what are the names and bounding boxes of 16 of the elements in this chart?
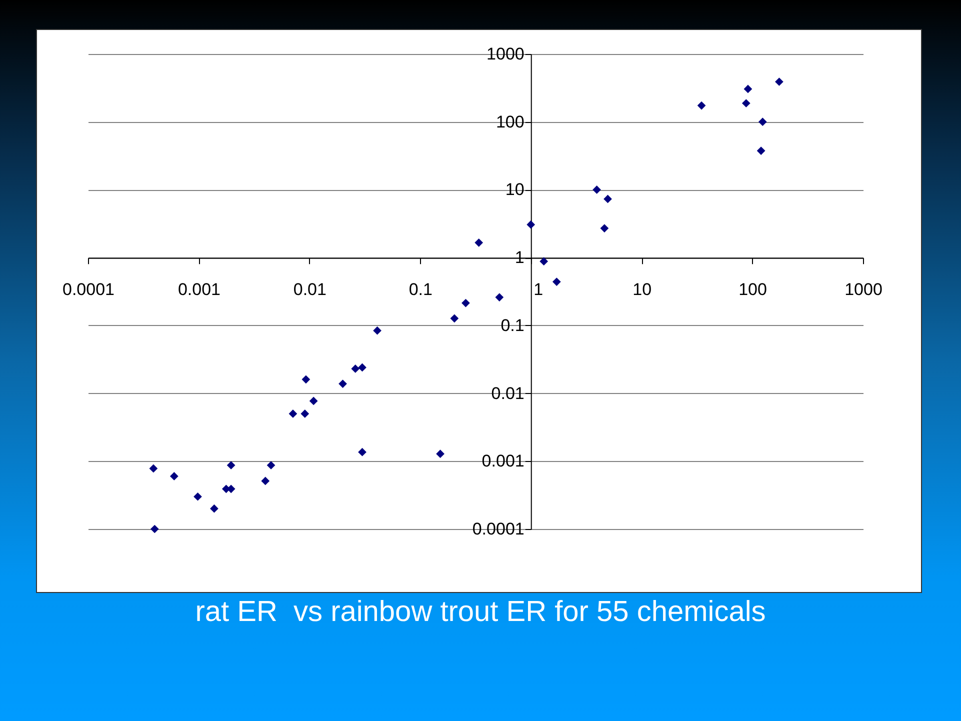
- x-tick-label: 100: [738, 280, 767, 300]
- y-tick-label: 100: [496, 112, 524, 132]
- y-tick-label: 0.01: [491, 384, 524, 403]
- x-tick-label: 0.01: [293, 280, 326, 300]
- x-tick-label: 1: [534, 280, 544, 300]
- y-tick-label: 1000: [486, 44, 524, 64]
- x-tick-label: 10: [632, 280, 652, 300]
- x-tick-label: 0.1: [408, 280, 432, 300]
- x-tick-label: 0.001: [178, 280, 220, 300]
- y-tick-label: 0.1: [500, 316, 524, 335]
- y-tick-label: 10: [505, 180, 524, 200]
- y-tick-label: 0.0001: [472, 520, 524, 538]
- y-tick-label: 0.001: [482, 452, 524, 471]
- x-tick-label: 0.0001: [62, 280, 114, 300]
- x-tick-label: 1000: [844, 280, 882, 300]
- text: rat ER vs rainbow trout ER for 55 chemicals: [194, 596, 767, 629]
